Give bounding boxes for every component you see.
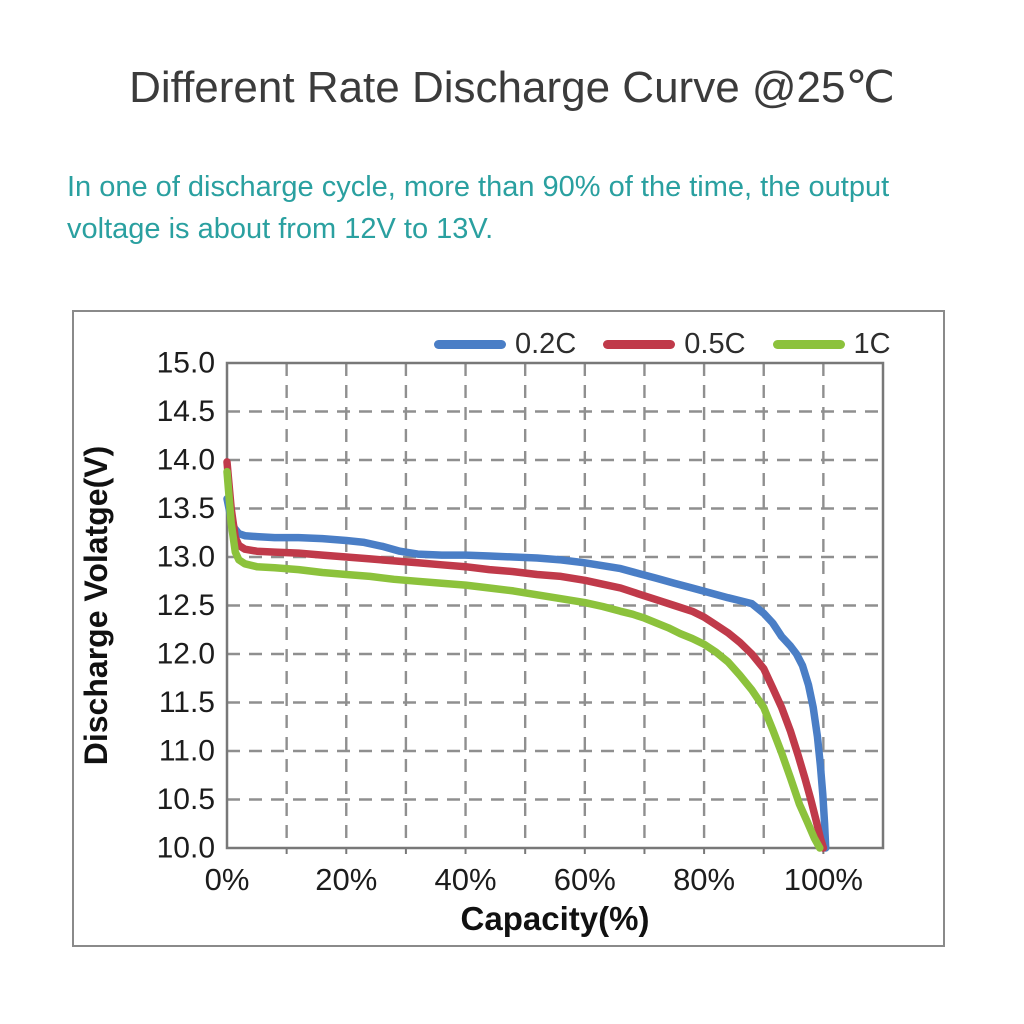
series-curve-0.2C <box>223 495 830 852</box>
x-tick-label: 100% <box>784 862 863 897</box>
x-axis-title: Capacity(%) <box>461 900 650 937</box>
page-title: Different Rate Discharge Curve @25℃ <box>129 63 895 112</box>
x-tick-label: 60% <box>554 862 616 897</box>
y-tick-label: 11.0 <box>159 735 215 768</box>
y-tick-label: 12.0 <box>157 638 215 671</box>
x-tick-label: 0% <box>205 862 250 897</box>
x-tick-label: 80% <box>673 862 735 897</box>
series-curve-0.5C <box>223 458 828 852</box>
x-tick-label: 20% <box>315 862 377 897</box>
legend-label-0.2C: 0.2C <box>515 328 577 360</box>
plot-frame <box>225 361 885 850</box>
legend-swatch-0.5C <box>603 339 676 349</box>
series-curve-1C <box>223 467 824 852</box>
y-axis-title: Discharge Volatge(V) <box>78 446 114 765</box>
discharge-curve-chart: 15.0 14.5 14.0 13.5 13.0 12.5 12.0 11.5 11.0 10.5… <box>78 347 885 937</box>
y-tick-label: 14.5 <box>157 395 215 428</box>
chart-card: 15.0 14.5 14.0 13.5 13.0 12.5 12.0 11.5 11.0 10.5… <box>72 310 945 947</box>
y-tick-label: 13.5 <box>157 492 215 525</box>
subtitle-line-1: In one of discharge cycle, more than 90%… <box>67 171 890 203</box>
legend-label-0.5C: 0.5C <box>684 328 746 360</box>
legend-swatch-0.2C <box>434 339 506 349</box>
legend-item-0.5C: 0.5C <box>603 327 746 361</box>
y-tick-label: 12.5 <box>157 589 215 622</box>
y-tick-label: 15.0 <box>157 347 215 380</box>
y-tick-label: 10.5 <box>157 783 215 816</box>
legend-label-1C: 1C <box>853 328 891 360</box>
legend-swatch-1C <box>772 339 845 349</box>
legend-item-0.2C: 0.2C <box>434 327 576 361</box>
page-subtitle: In one of discharge cycle, more than 90%… <box>67 166 967 250</box>
chart-legend: 0.2C 0.5C 1C <box>434 327 891 361</box>
y-tick-label: 11.5 <box>159 686 215 719</box>
y-tick-label: 14.0 <box>157 444 215 477</box>
y-tick-label: 13.0 <box>157 541 215 574</box>
y-tick-label: 10.0 <box>157 832 215 865</box>
legend-item-1C: 1C <box>772 327 891 361</box>
x-tick-label: 40% <box>435 862 497 897</box>
subtitle-line-2: voltage is about from 12V to 13V. <box>67 213 494 245</box>
